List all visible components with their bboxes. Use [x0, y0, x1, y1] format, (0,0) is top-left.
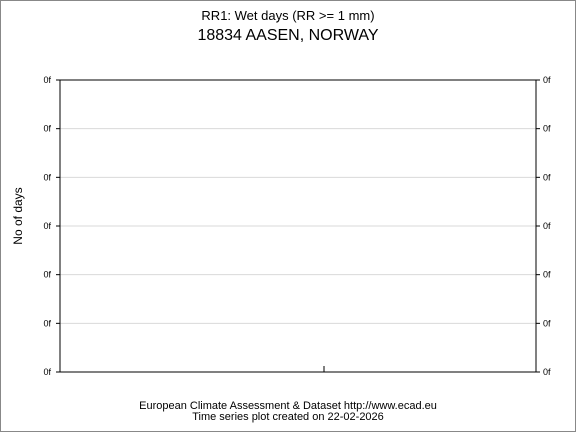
- y-tick-label: 0f: [43, 75, 51, 85]
- y-tick-label: 0f: [43, 367, 51, 377]
- y-tick-label-right: 0f: [543, 172, 551, 182]
- y-tick-label-right: 0f: [543, 221, 551, 231]
- chart-subtitle: 18834 AASEN, NORWAY: [197, 27, 379, 44]
- y-tick-label-right: 0f: [543, 270, 551, 280]
- y-tick-label-right: 0f: [543, 124, 551, 134]
- footer-source: European Climate Assessment & Dataset ht…: [139, 400, 437, 412]
- y-tick-label-right: 0f: [543, 75, 551, 85]
- y-tick-label-right: 0f: [543, 318, 551, 328]
- chart-title: RR1: Wet days (RR >= 1 mm): [201, 8, 375, 23]
- y-tick-label: 0f: [43, 270, 51, 280]
- y-tick-label: 0f: [43, 124, 51, 134]
- right-y-ticks: 0f 0f 0f 0f 0f 0f 0f: [536, 75, 551, 377]
- y-tick-label: 0f: [43, 318, 51, 328]
- grid-lines: [60, 128, 536, 324]
- footer-created: Time series plot created on 22-02-2026: [192, 411, 384, 423]
- y-tick-label: 0f: [43, 172, 51, 182]
- y-tick-label-right: 0f: [543, 367, 551, 377]
- y-tick-label: 0f: [43, 221, 51, 231]
- left-y-ticks: 0f 0f 0f 0f 0f 0f 0f: [43, 75, 60, 377]
